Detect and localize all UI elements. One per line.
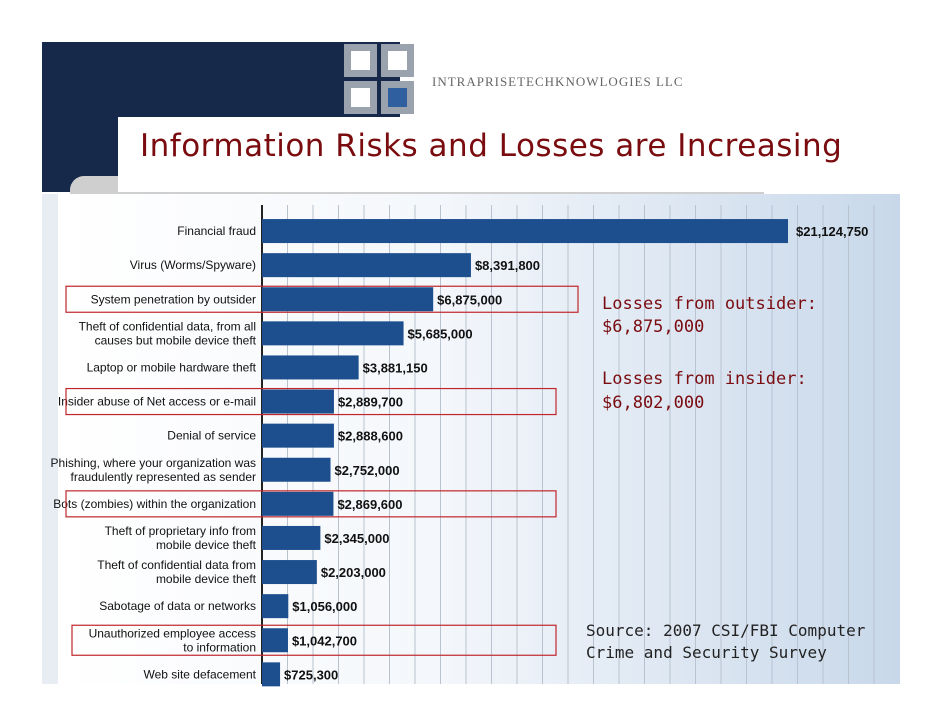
- value-label: $21,124,750: [796, 224, 868, 239]
- category-label: Unauthorized employee access: [89, 626, 256, 640]
- category-label: mobile device theft: [156, 572, 257, 586]
- bar: [262, 253, 471, 278]
- category-label: mobile device theft: [156, 538, 257, 552]
- category-label: Web site defacement: [143, 667, 256, 681]
- value-label: $2,203,000: [321, 565, 386, 580]
- bar: [262, 355, 359, 380]
- value-label: $5,685,000: [408, 326, 473, 341]
- value-label: $2,869,600: [337, 497, 402, 512]
- bar: [262, 457, 331, 482]
- category-label: causes but mobile device theft: [95, 333, 257, 347]
- category-label: fraudulently represented as sender: [71, 470, 256, 484]
- category-label: Theft of proprietary info from: [105, 524, 256, 538]
- bar: [262, 525, 321, 550]
- bar: [262, 321, 404, 346]
- category-label: System penetration by outsider: [91, 292, 256, 306]
- category-label: Theft of confidential data from: [97, 558, 256, 572]
- value-label: $725,300: [284, 667, 338, 682]
- value-label: $1,056,000: [292, 599, 357, 614]
- bar: [262, 389, 334, 414]
- page-title: Information Risks and Losses are Increas…: [140, 128, 843, 164]
- highlight-box: [65, 490, 557, 518]
- highlight-box: [71, 624, 557, 656]
- category-label: Bots (zombies) within the organization: [53, 497, 256, 511]
- title-backdrop: [118, 117, 900, 192]
- bar: [262, 560, 317, 585]
- highlight-box: [65, 285, 579, 313]
- value-label: $2,752,000: [335, 463, 400, 478]
- bar: [262, 628, 288, 653]
- category-label: Financial fraud: [177, 224, 256, 238]
- category-label: Virus (Worms/Spyware): [130, 258, 256, 272]
- value-label: $6,875,000: [437, 292, 502, 307]
- category-label: Denial of service: [167, 429, 256, 443]
- value-label: $2,888,600: [338, 429, 403, 444]
- category-label: Theft of confidential data, from all: [79, 319, 256, 333]
- value-label: $8,391,800: [475, 258, 540, 273]
- bar: [262, 423, 334, 448]
- bar: [262, 662, 281, 687]
- company-logo-icon: [344, 44, 414, 114]
- value-label: $1,042,700: [292, 633, 357, 648]
- source-line-1: Source: 2007 CSI/FBI Computer: [586, 621, 866, 640]
- insider-loss-value: $6,802,000: [602, 393, 705, 413]
- outsider-loss-value: $6,875,000: [602, 317, 705, 337]
- bar: [262, 491, 334, 516]
- bar: [262, 219, 788, 244]
- category-label: Sabotage of data or networks: [99, 599, 256, 613]
- category-label: Phishing, where your organization was: [51, 456, 256, 470]
- bar: [262, 594, 289, 619]
- category-label: to information: [183, 640, 256, 654]
- value-label: $2,345,000: [324, 531, 389, 546]
- category-label: Insider abuse of Net access or e-mail: [58, 395, 256, 409]
- company-name: INTRAPRISETECHKNOWLOGIES LLC: [432, 74, 684, 89]
- source-line-2: Crime and Security Survey: [586, 643, 827, 662]
- outsider-loss-label: Losses from outsider:: [602, 294, 817, 314]
- chart-panel: [58, 194, 900, 684]
- value-label: $3,881,150: [363, 360, 428, 375]
- value-label: $2,889,700: [338, 395, 403, 410]
- chart-left-strip: [42, 194, 58, 684]
- category-label: Laptop or mobile hardware theft: [87, 360, 257, 374]
- insider-loss-label: Losses from insider:: [602, 369, 807, 389]
- bar: [262, 287, 434, 312]
- highlight-box: [65, 387, 557, 416]
